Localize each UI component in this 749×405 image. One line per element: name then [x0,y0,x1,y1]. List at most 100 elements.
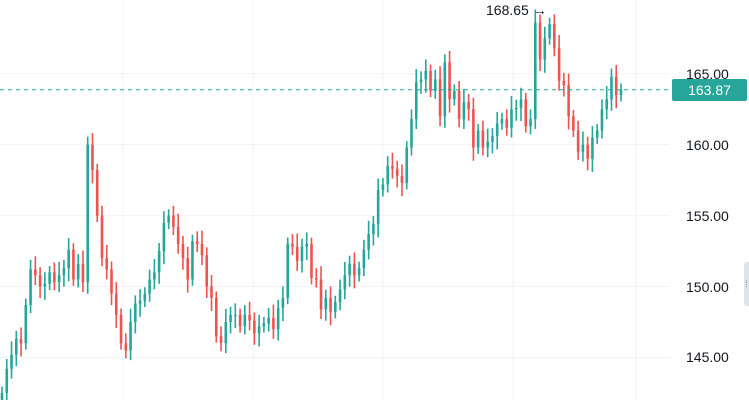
candle-body [81,263,85,283]
candle-body [362,249,366,269]
candle [243,305,247,335]
candle-body [262,323,266,327]
candle [129,308,132,361]
candle-body [248,314,251,321]
candle [267,307,270,332]
candle [472,97,475,161]
candle [443,54,447,128]
candle-body [105,258,109,270]
candle [314,268,318,288]
candle [462,88,466,129]
candle-body [429,70,432,91]
candle [224,308,228,354]
candle [67,238,70,282]
price-axis[interactable]: 145.00 150.00 155.00 160.00 165.00 163.8… [670,0,749,400]
candle [34,256,37,285]
candle [429,64,432,98]
candle [457,80,461,128]
candle [348,255,351,287]
candle-body [34,269,37,276]
candle-body [505,119,509,128]
candle [205,247,209,299]
candle-body [562,80,566,86]
candle-body [234,314,237,316]
max-price-annotation: 168.65 → [486,2,547,18]
candle-body [572,116,575,131]
candle-body [524,99,528,127]
candle-body [272,317,275,330]
candle-body [134,303,137,322]
candle-body [438,79,442,117]
candle-body [557,48,561,81]
candle [553,14,556,57]
candle [253,312,256,345]
candle-body [295,246,299,261]
candle [200,230,204,266]
candle-body [314,278,318,280]
candle [491,128,494,154]
candle [157,242,161,284]
candle [195,231,199,253]
candle-body [172,215,175,227]
candle [14,330,18,367]
candle-body [481,130,485,148]
candle-body [405,147,409,183]
candle-body [129,321,132,351]
candle-body [162,222,166,252]
y-tick-label: 145.00 [686,349,729,366]
candle-body [476,130,480,148]
candle [510,96,513,138]
candle-body [214,297,218,337]
candle-body [186,258,189,280]
candle [114,282,118,329]
candle-body [238,314,242,327]
candle [276,299,280,341]
candle-body [210,286,213,298]
candle-body [14,339,18,355]
candle [310,237,313,285]
candle [386,156,389,193]
candle-body [143,293,147,301]
candle-body [305,243,309,247]
candle [191,234,194,286]
candle [286,237,289,305]
candle-body [119,314,123,344]
arrow-right-icon: → [532,2,547,18]
candle [376,178,380,238]
candle-body [253,320,256,334]
candle-body [443,62,447,117]
chart-plot-area[interactable]: 168.65 → [0,0,670,405]
candle [148,269,151,302]
candle [105,244,109,280]
candle [86,136,90,294]
candle [548,17,551,45]
candle-body [467,102,470,110]
scale-drag-handle[interactable]: ⁞ [744,262,749,306]
candle-body [48,272,51,284]
candle [543,26,547,73]
candle [405,141,409,190]
candle [557,35,561,91]
candle [424,59,428,93]
candle-body [86,144,90,283]
candle-body [276,307,280,330]
candle-body [0,392,4,402]
candle-body [338,289,342,303]
candle-body [53,272,56,283]
candle [591,126,594,173]
candle [48,265,51,291]
candle-body [395,168,399,176]
candle-body [114,293,118,315]
candle-body [343,275,347,290]
candle-body [200,243,204,256]
candle-body [286,243,289,298]
y-tick-label: 160.00 [686,136,729,153]
candle [272,304,275,339]
candlestick-chart[interactable] [0,0,670,405]
candle-body [153,272,156,280]
candle-body [38,275,42,287]
candle-body [310,243,313,279]
candle [81,250,85,293]
candle [229,306,232,334]
candle [119,308,123,350]
